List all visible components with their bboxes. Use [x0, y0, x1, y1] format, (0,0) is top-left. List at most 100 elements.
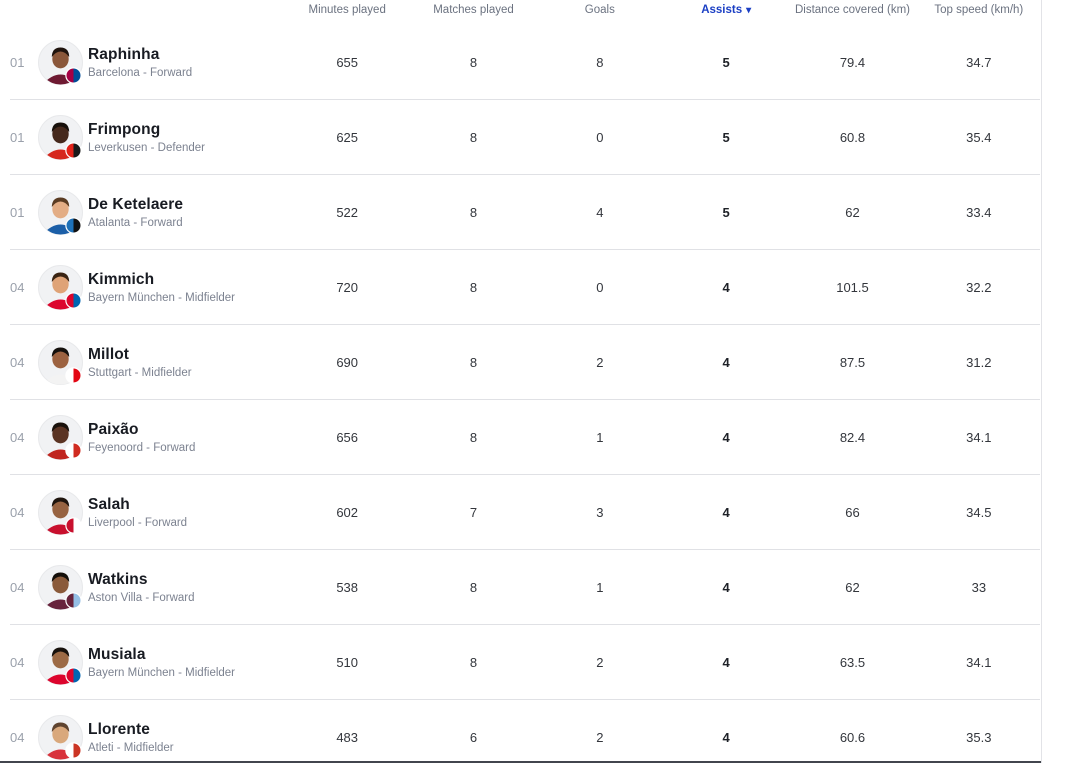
player-club-position: Barcelona - Forward [88, 67, 193, 79]
cell-goals: 2 [596, 355, 604, 370]
avatar-cell [28, 115, 84, 160]
club-badge-icon [65, 292, 82, 309]
cell-assists: 5 [722, 205, 730, 220]
column-header-goals[interactable]: Goals [584, 4, 615, 16]
column-header-minutes-played[interactable]: Minutes played [308, 4, 386, 16]
cell-minutes-played: 602 [336, 505, 359, 520]
club-badge-icon [65, 442, 82, 459]
column-header-top-speed[interactable]: Top speed (km/h) [934, 4, 1024, 16]
player-club-position: Bayern München - Midfielder [88, 292, 236, 304]
player-club-position: Atalanta - Forward [88, 217, 183, 229]
cell-matches-played: 8 [469, 55, 478, 70]
cell-assists: 4 [722, 505, 730, 520]
player-name: Kimmich [88, 271, 155, 288]
player-club-position: Bayern München - Midfielder [88, 667, 236, 679]
player-name: Paixão [88, 421, 139, 438]
player-club-position: Leverkusen - Defender [88, 142, 205, 154]
club-badge-icon [65, 517, 82, 534]
column-header-assists-sorted[interactable]: Assists ▾ [663, 3, 789, 18]
cell-minutes-played: 510 [336, 655, 359, 670]
player-name: Llorente [88, 721, 150, 738]
cell-top-speed: 35.3 [966, 730, 992, 745]
table-row[interactable]: 01 De Ketelaere Ata [0, 175, 1041, 250]
table-row[interactable]: 04 Salah Liverpool [0, 475, 1041, 550]
rank-label: 04 [10, 430, 25, 445]
cell-assists: 4 [722, 280, 730, 295]
player-name: De Ketelaere [88, 196, 184, 213]
bottom-edge-divider [0, 761, 1041, 763]
player-club-position: Aston Villa - Forward [88, 592, 195, 604]
player-info: Frimpong Leverkusen - Defender [84, 121, 284, 154]
cell-goals: 0 [596, 280, 604, 295]
player-avatar [38, 490, 83, 535]
cell-top-speed: 32.2 [966, 280, 992, 295]
avatar-cell [28, 715, 84, 760]
rank-label: 04 [10, 355, 25, 370]
rank-label: 01 [10, 55, 25, 70]
cell-distance-covered: 60.6 [839, 730, 866, 745]
cell-top-speed: 34.1 [966, 430, 992, 445]
rank-label: 04 [10, 730, 25, 745]
avatar-cell [28, 415, 84, 460]
table-row[interactable]: 01 Raphinha Barcelo [0, 25, 1041, 100]
column-header-assists-label: Assists [701, 4, 743, 16]
cell-matches-played: 8 [469, 280, 478, 295]
rank-label: 01 [10, 205, 25, 220]
table-row[interactable]: 01 Frimpong Leverku [0, 100, 1041, 175]
table-row[interactable]: 04 Watkins Aston Vi [0, 550, 1041, 625]
player-avatar [38, 40, 83, 85]
cell-distance-covered: 79.4 [839, 55, 866, 70]
rank-label: 04 [10, 280, 25, 295]
cell-matches-played: 8 [469, 355, 478, 370]
club-badge-icon [65, 592, 82, 609]
cell-distance-covered: 101.5 [836, 280, 869, 295]
cell-distance-covered: 82.4 [839, 430, 866, 445]
player-info: Llorente Atleti - Midfielder [84, 721, 284, 754]
table-row[interactable]: 04 Paixão Feyenoord [0, 400, 1041, 475]
cell-top-speed: 33 [971, 580, 987, 595]
cell-matches-played: 6 [469, 730, 478, 745]
cell-top-speed: 33.4 [966, 205, 992, 220]
cell-matches-played: 7 [469, 505, 478, 520]
player-stats-table: Minutes played Matches played Goals Assi… [0, 0, 1042, 763]
cell-distance-covered: 63.5 [839, 655, 866, 670]
column-header-matches-played[interactable]: Matches played [433, 4, 514, 16]
rank-label: 01 [10, 130, 25, 145]
cell-distance-covered: 87.5 [839, 355, 866, 370]
cell-goals: 1 [596, 580, 604, 595]
avatar-cell [28, 565, 84, 610]
player-club-position: Liverpool - Forward [88, 517, 188, 529]
cell-distance-covered: 60.8 [839, 130, 866, 145]
player-name: Millot [88, 346, 130, 363]
player-club-position: Stuttgart - Midfielder [88, 367, 192, 379]
table-row[interactable]: 04 Musiala Bayern M [0, 625, 1041, 700]
rank-label: 04 [10, 505, 25, 520]
avatar-cell [28, 265, 84, 310]
cell-goals: 8 [596, 55, 604, 70]
table-row[interactable]: 04 Millot Stuttgart [0, 325, 1041, 400]
cell-assists: 4 [722, 430, 730, 445]
cell-assists: 4 [722, 655, 730, 670]
player-info: Kimmich Bayern München - Midfielder [84, 271, 284, 304]
rank-label: 04 [10, 580, 25, 595]
cell-top-speed: 31.2 [966, 355, 992, 370]
table-row[interactable]: 04 Llorente Atleti [0, 700, 1041, 763]
club-badge-icon [65, 142, 82, 159]
player-avatar [38, 565, 83, 610]
cell-matches-played: 8 [469, 430, 478, 445]
avatar-cell [28, 340, 84, 385]
club-badge-icon [65, 67, 82, 84]
cell-minutes-played: 483 [336, 730, 359, 745]
club-badge-icon [65, 667, 82, 684]
player-avatar [38, 190, 83, 235]
cell-assists: 5 [722, 130, 730, 145]
cell-distance-covered: 62 [845, 205, 860, 220]
cell-minutes-played: 522 [336, 205, 359, 220]
cell-matches-played: 8 [469, 130, 478, 145]
player-avatar [38, 265, 83, 310]
column-header-distance-covered[interactable]: Distance covered (km) [794, 4, 911, 16]
cell-matches-played: 8 [469, 655, 478, 670]
cell-distance-covered: 66 [845, 505, 860, 520]
table-row[interactable]: 04 Kimmich Bayern M [0, 250, 1041, 325]
cell-matches-played: 8 [469, 580, 478, 595]
